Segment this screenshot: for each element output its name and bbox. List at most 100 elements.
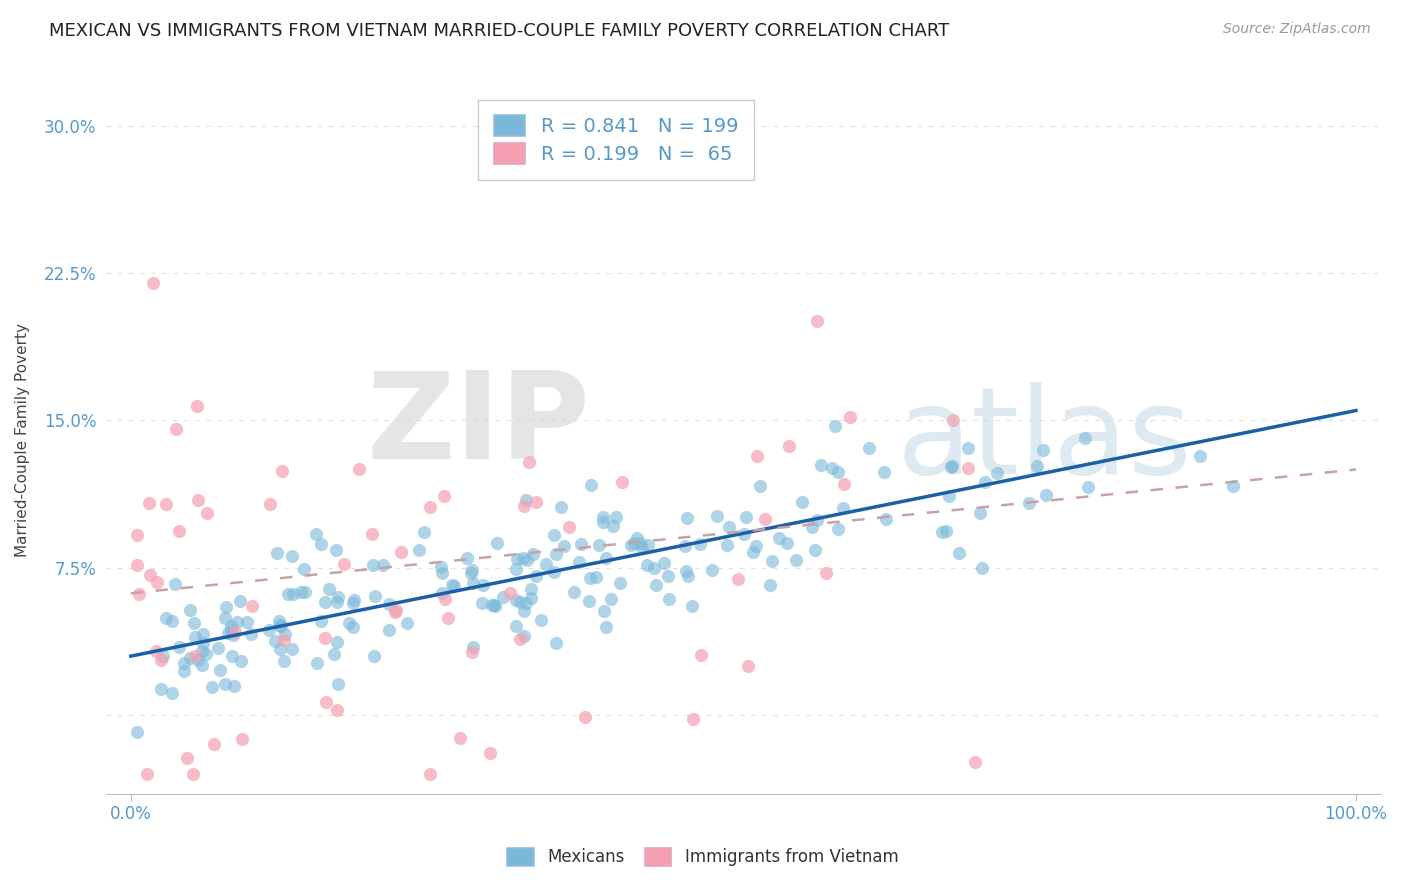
Point bbox=[759, 577, 782, 591]
Point bbox=[363, 648, 385, 663]
Point bbox=[963, 755, 986, 769]
Point bbox=[875, 511, 897, 525]
Point bbox=[460, 563, 482, 577]
Point bbox=[689, 537, 711, 551]
Point bbox=[675, 511, 697, 525]
Point bbox=[226, 615, 249, 629]
Point bbox=[630, 536, 652, 550]
Point bbox=[595, 620, 617, 634]
Point bbox=[191, 636, 214, 650]
Point bbox=[179, 651, 201, 665]
Point bbox=[277, 587, 299, 601]
Text: atlas: atlas bbox=[896, 382, 1192, 499]
Point bbox=[149, 681, 172, 696]
Point bbox=[371, 558, 394, 573]
Point bbox=[778, 440, 800, 454]
Point bbox=[600, 592, 623, 607]
Point bbox=[219, 624, 242, 638]
Point bbox=[155, 611, 177, 625]
Point bbox=[637, 538, 659, 552]
Point bbox=[460, 645, 482, 659]
Point bbox=[443, 579, 465, 593]
Point bbox=[318, 582, 340, 596]
Point bbox=[742, 545, 765, 559]
Point bbox=[1188, 449, 1211, 463]
Point bbox=[744, 539, 766, 553]
Point bbox=[184, 648, 207, 663]
Point bbox=[349, 462, 371, 476]
Point bbox=[631, 541, 654, 556]
Point bbox=[553, 540, 575, 554]
Point bbox=[735, 510, 758, 524]
Point bbox=[824, 419, 846, 434]
Point bbox=[935, 524, 957, 538]
Point bbox=[342, 596, 364, 610]
Point bbox=[544, 547, 567, 561]
Point bbox=[419, 767, 441, 781]
Point bbox=[806, 314, 828, 328]
Point bbox=[768, 531, 790, 545]
Point bbox=[183, 616, 205, 631]
Point bbox=[145, 643, 167, 657]
Point bbox=[461, 575, 484, 590]
Point bbox=[492, 591, 515, 605]
Point bbox=[419, 500, 441, 515]
Point bbox=[471, 596, 494, 610]
Point bbox=[328, 590, 350, 604]
Point bbox=[745, 450, 768, 464]
Point bbox=[534, 557, 557, 571]
Point bbox=[337, 616, 360, 631]
Point bbox=[579, 478, 602, 492]
Point bbox=[125, 528, 148, 542]
Point bbox=[191, 644, 214, 658]
Point bbox=[152, 649, 174, 664]
Point bbox=[207, 641, 229, 656]
Point bbox=[810, 458, 832, 472]
Point bbox=[433, 591, 456, 606]
Point bbox=[294, 585, 316, 599]
Point bbox=[326, 703, 349, 717]
Point bbox=[700, 563, 723, 577]
Point bbox=[873, 466, 896, 480]
Point bbox=[167, 640, 190, 654]
Point bbox=[524, 569, 547, 583]
Point bbox=[571, 536, 593, 550]
Text: Source: ZipAtlas.com: Source: ZipAtlas.com bbox=[1223, 22, 1371, 37]
Point bbox=[222, 628, 245, 642]
Point bbox=[970, 561, 993, 575]
Point bbox=[239, 627, 262, 641]
Point bbox=[326, 595, 349, 609]
Point bbox=[173, 656, 195, 670]
Point bbox=[181, 767, 204, 781]
Point bbox=[179, 603, 201, 617]
Point bbox=[201, 681, 224, 695]
Point bbox=[160, 686, 183, 700]
Point bbox=[208, 663, 231, 677]
Point bbox=[820, 460, 842, 475]
Point bbox=[969, 507, 991, 521]
Point bbox=[522, 547, 544, 561]
Point bbox=[938, 489, 960, 503]
Point bbox=[292, 562, 315, 576]
Point bbox=[269, 642, 291, 657]
Point bbox=[165, 422, 187, 436]
Y-axis label: Married-Couple Family Poverty: Married-Couple Family Poverty bbox=[15, 323, 30, 557]
Text: ZIP: ZIP bbox=[367, 368, 591, 484]
Point bbox=[214, 610, 236, 624]
Point bbox=[280, 641, 302, 656]
Point bbox=[509, 632, 531, 647]
Point bbox=[242, 599, 264, 614]
Point bbox=[588, 537, 610, 551]
Point bbox=[546, 636, 568, 650]
Point bbox=[718, 520, 741, 534]
Point bbox=[515, 493, 537, 508]
Point bbox=[191, 627, 214, 641]
Point bbox=[516, 553, 538, 567]
Point bbox=[623, 536, 645, 550]
Point bbox=[612, 475, 634, 489]
Point bbox=[505, 562, 527, 576]
Point bbox=[832, 477, 855, 491]
Point bbox=[512, 550, 534, 565]
Point bbox=[485, 535, 508, 549]
Point bbox=[385, 602, 408, 616]
